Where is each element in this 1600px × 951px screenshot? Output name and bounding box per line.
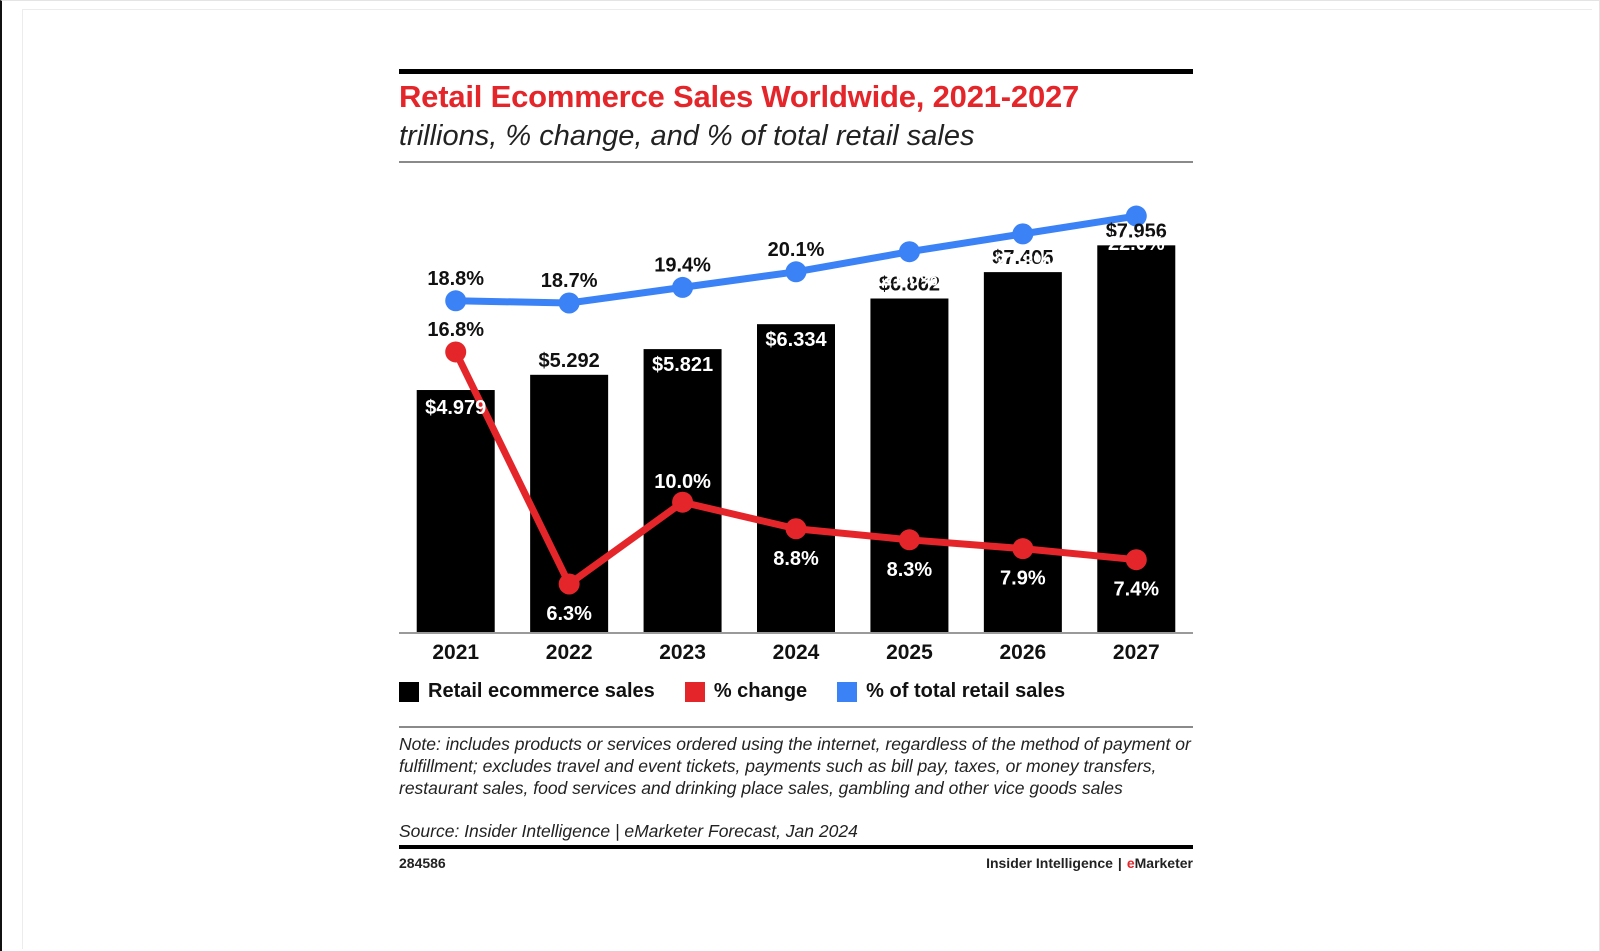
legend-item-sales: Retail ecommerce sales	[399, 680, 655, 703]
legend-swatch-sales	[399, 681, 419, 702]
legend-item-change: % change	[684, 680, 808, 703]
change-point-2021	[445, 341, 467, 363]
bar-2026	[983, 272, 1062, 632]
share-label-2022: 18.7%	[541, 270, 598, 292]
legend-label-sales: Retail ecommerce sales	[428, 680, 655, 702]
brand-insider: Insider Intelligence	[986, 855, 1113, 871]
chart-title: Retail Ecommerce Sales Worldwide, 2021-2…	[399, 79, 1080, 114]
share-label-2025: 21.0%	[881, 269, 938, 291]
legend-label-change: % change	[713, 680, 808, 702]
bar-2021	[416, 390, 495, 632]
bar-label-2026: $7.405	[992, 247, 1053, 269]
share-point-2027	[1125, 205, 1147, 227]
bottom-rule	[399, 845, 1193, 849]
bar-label-2023: $5.821	[652, 354, 713, 376]
chart-source: Source: Insider Intelligence | eMarketer…	[399, 821, 858, 841]
share-point-2024	[785, 261, 807, 283]
change-point-2023	[672, 491, 694, 513]
change-point-2025	[898, 529, 920, 551]
bar-label-2021: $4.979	[425, 397, 486, 419]
share-label-2024: 20.1%	[768, 239, 825, 261]
x-tick-2024: 2024	[773, 641, 820, 664]
top-rule	[399, 69, 1193, 74]
content-area	[22, 9, 1592, 949]
x-tick-2025: 2025	[886, 641, 933, 664]
legend-swatch-change	[684, 681, 705, 702]
share-point-2026	[1012, 223, 1034, 245]
x-tick-2021: 2021	[432, 641, 479, 664]
legend-swatch-share	[837, 681, 858, 702]
change-point-2024	[785, 518, 807, 540]
share-point-2025	[898, 241, 920, 263]
brand-emarketer: Marketer	[1134, 855, 1193, 871]
share-label-2023: 19.4%	[654, 254, 711, 276]
chart-subtitle: trillions, % change, and % of total reta…	[399, 120, 975, 152]
subtitle-rule	[399, 161, 1193, 163]
x-tick-2023: 2023	[659, 641, 706, 664]
bar-label-2025: $6.862	[879, 274, 940, 296]
change-label-2027: 7.4%	[1113, 579, 1159, 601]
x-tick-2026: 2026	[999, 641, 1046, 664]
change-label-2023: 10.0%	[654, 471, 711, 493]
change-point-2027	[1125, 549, 1147, 571]
share-point-2021	[445, 290, 467, 312]
change-label-2021: 16.8%	[427, 319, 484, 341]
change-label-2024: 8.8%	[773, 548, 819, 570]
share-point-2023	[672, 276, 694, 298]
change-point-2026	[1012, 538, 1034, 560]
share-label-2021: 18.8%	[427, 268, 484, 290]
share-point-2022	[558, 292, 580, 314]
share-label-2026: 21.8%	[994, 251, 1051, 273]
x-tick-2022: 2022	[546, 641, 593, 664]
change-label-2022: 6.3%	[546, 603, 592, 625]
bar-label-2024: $6.334	[765, 329, 827, 351]
change-label-2026: 7.9%	[1000, 568, 1046, 590]
legend-label-share: % of total retail sales	[866, 680, 1066, 702]
legend: Retail ecommerce sales % change % of tot…	[399, 680, 1095, 703]
brand-footer: Insider Intelligence | eMarketer	[986, 855, 1193, 871]
legend-item-share: % of total retail sales	[837, 680, 1065, 703]
share-label-2027: 22.6%	[1108, 233, 1165, 255]
bar-label-2022: $5.292	[539, 350, 600, 372]
bar-2023	[643, 349, 722, 632]
bar-2024	[757, 324, 835, 632]
bar-2025	[870, 298, 949, 632]
bar-2027	[1097, 245, 1176, 633]
x-tick-2027: 2027	[1113, 641, 1160, 664]
change-point-2022	[558, 573, 580, 595]
change-label-2025: 8.3%	[887, 559, 933, 581]
brand-separator: |	[1117, 855, 1122, 871]
chart-note: Note: includes products or services orde…	[399, 734, 1191, 798]
chart-id: 284586	[399, 855, 446, 871]
legend-rule	[399, 726, 1193, 728]
brand-e: e	[1126, 855, 1135, 871]
bar-label-2027: $7.956	[1106, 220, 1167, 242]
